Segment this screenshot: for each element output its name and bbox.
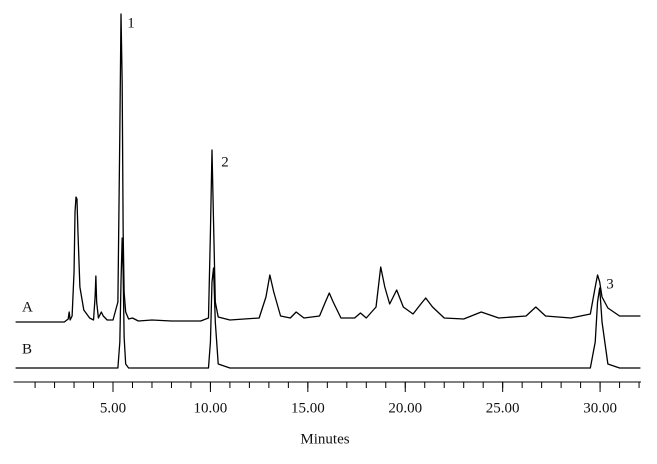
peak-label: 1 bbox=[127, 15, 135, 31]
trace bbox=[15, 237, 641, 369]
peak-label: 2 bbox=[221, 154, 229, 170]
x-axis-label: Minutes bbox=[300, 431, 349, 447]
x-tick-label: 30.00 bbox=[583, 400, 617, 416]
trace bbox=[15, 13, 641, 323]
x-tick-label: 10.00 bbox=[194, 400, 228, 416]
x-tick-label: 15.00 bbox=[291, 400, 325, 416]
peak-label: 3 bbox=[606, 276, 614, 292]
trace-label: A bbox=[22, 299, 33, 315]
x-tick-label: 20.00 bbox=[388, 400, 422, 416]
trace-label: B bbox=[22, 341, 32, 357]
x-tick-label: 25.00 bbox=[486, 400, 520, 416]
x-tick-label: 5.00 bbox=[100, 400, 126, 416]
